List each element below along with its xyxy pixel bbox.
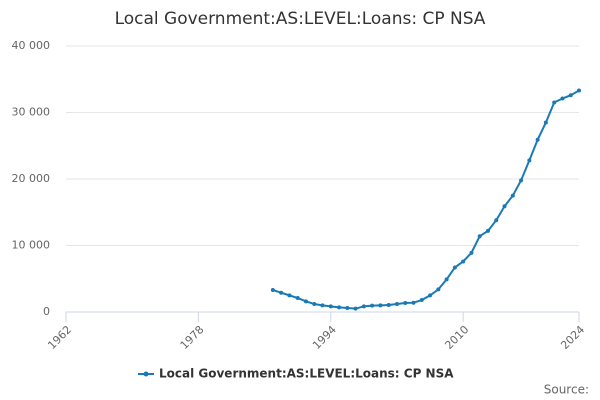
point xyxy=(279,290,284,295)
x-tick-label: 1994 xyxy=(310,323,339,352)
point xyxy=(502,204,507,209)
point xyxy=(345,306,350,311)
source: Source: xyxy=(544,383,589,397)
point xyxy=(510,193,515,198)
point xyxy=(386,303,391,308)
point xyxy=(477,234,482,239)
point xyxy=(494,218,499,223)
point xyxy=(361,304,366,309)
legend-marker xyxy=(143,371,149,377)
chart-title: Local Government:AS:LEVEL:Loans: CP NSA xyxy=(115,9,486,29)
series-line xyxy=(272,89,580,310)
point xyxy=(535,137,540,142)
y-tick-label: 0 xyxy=(43,305,50,318)
y-tick-label: 40 000 xyxy=(12,39,51,52)
point xyxy=(552,100,557,105)
y-tick-label: 10 000 xyxy=(12,239,51,252)
x-tick-label: 2024 xyxy=(558,323,587,352)
x-tick-label: 1978 xyxy=(178,323,207,352)
point xyxy=(469,250,474,255)
point xyxy=(527,158,532,163)
point xyxy=(320,303,325,308)
point xyxy=(519,178,524,183)
point xyxy=(577,88,581,93)
y-tick-label: 30 000 xyxy=(12,106,51,119)
point xyxy=(287,293,292,298)
point xyxy=(560,96,565,101)
point xyxy=(568,93,573,98)
point xyxy=(411,300,416,305)
point xyxy=(403,301,408,306)
point xyxy=(312,302,317,307)
point xyxy=(419,298,424,303)
x-tick-label: 2010 xyxy=(442,323,471,352)
point xyxy=(353,306,358,311)
point xyxy=(378,303,383,308)
point xyxy=(452,265,457,270)
y-tick-label: 20 000 xyxy=(12,172,51,185)
point xyxy=(303,299,308,304)
point xyxy=(394,302,399,307)
point xyxy=(337,305,342,310)
legend-label: Local Government:AS:LEVEL:Loans: CP NSA xyxy=(159,367,454,381)
point xyxy=(295,296,300,301)
point xyxy=(543,120,548,125)
point xyxy=(485,228,490,233)
x-tick-label: 1962 xyxy=(45,323,74,352)
point xyxy=(436,287,441,292)
point xyxy=(328,304,333,309)
point xyxy=(461,259,466,264)
point xyxy=(428,293,433,298)
point xyxy=(444,277,449,282)
point xyxy=(370,303,375,308)
point xyxy=(270,288,275,293)
